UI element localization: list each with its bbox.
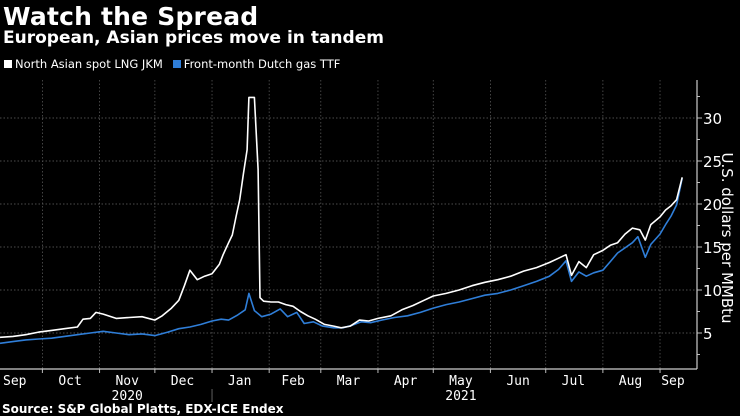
legend-swatch-ttf	[172, 60, 181, 68]
x-tick-label: Sep	[3, 374, 27, 389]
x-tick-label: Nov	[115, 374, 139, 389]
series-line-ttf	[0, 178, 683, 345]
x-year-label: 2020	[112, 389, 143, 404]
y-axis-label: U.S. dollars per MMBtu	[718, 152, 736, 323]
y-tick-label: 30	[703, 110, 722, 128]
legend-item-jkm: North Asian spot LNG JKM	[4, 57, 163, 71]
y-tick-label: 5	[703, 325, 713, 343]
legend-swatch-jkm	[4, 60, 12, 68]
y-tick-label: 10	[703, 282, 722, 300]
series-line-jkm	[0, 96, 683, 339]
x-tick-label: Feb	[281, 374, 305, 389]
y-tick-label: 25	[703, 153, 722, 171]
legend-label-jkm: North Asian spot LNG JKM	[15, 57, 163, 71]
x-tick-label: Dec	[171, 374, 194, 389]
y-tick-label: 15	[703, 239, 722, 257]
chart-title: Watch the Spread	[3, 2, 259, 31]
x-tick-label: Aug	[619, 374, 642, 389]
chart-legend: North Asian spot LNG JKM Front-month Dut…	[4, 57, 340, 71]
x-year-label: 2021	[445, 389, 476, 404]
legend-item-ttf: Front-month Dutch gas TTF	[172, 57, 341, 71]
x-tick-label: Mar	[337, 374, 361, 389]
x-tick-label: Sep	[661, 374, 685, 389]
legend-label-ttf: Front-month Dutch gas TTF	[183, 57, 341, 71]
x-tick-label: Apr	[394, 374, 418, 389]
x-tick-label: Jun	[506, 374, 529, 389]
y-tick-label: 20	[703, 196, 722, 214]
x-tick-label: Oct	[58, 374, 81, 389]
series-group	[0, 96, 683, 345]
x-tick-label: May	[449, 374, 473, 389]
source-note: Source: S&P Global Platts, EDX-ICE Endex	[2, 402, 284, 416]
axes: 5 10 15 20 25 30 Sep Oct Nov Dec Jan Feb Mar Apr May Ju…	[0, 80, 722, 404]
chart-subtitle: European, Asian prices move in tandem	[3, 28, 384, 48]
x-tick-label: Jan	[228, 374, 251, 389]
x-tick-label: Jul	[562, 374, 585, 389]
